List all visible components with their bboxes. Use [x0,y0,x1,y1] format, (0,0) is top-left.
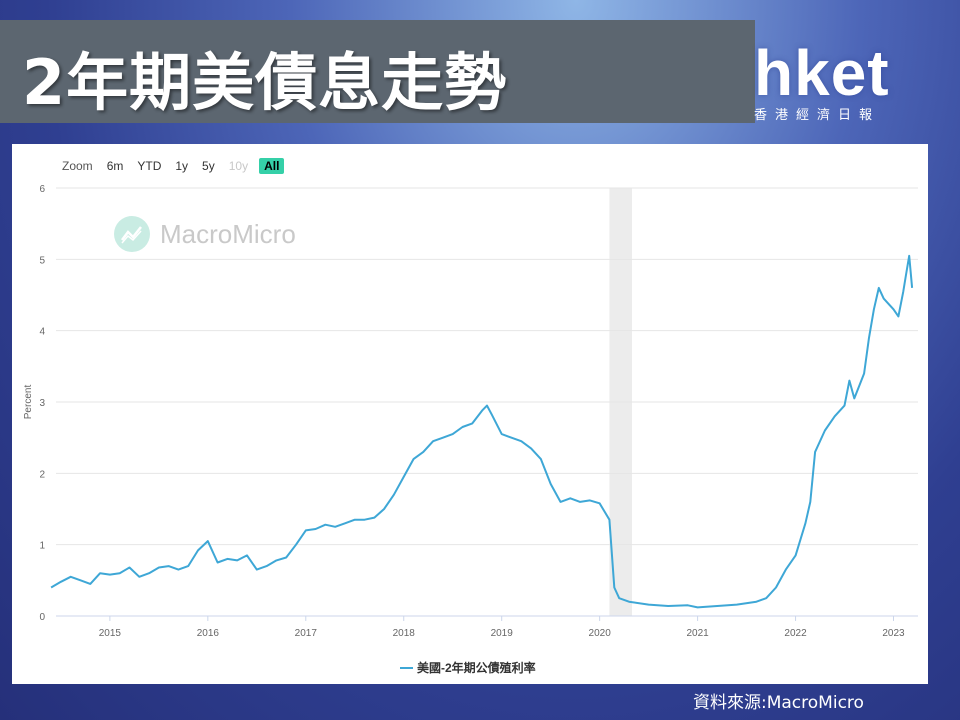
logo-word: hket [754,37,890,109]
source-note: 資料來源:MacroMicro [693,693,864,713]
chart-panel: Zoom 6m YTD 1y 5y 10y All MacroMicro 0 1 2… [12,144,928,684]
legend[interactable]: 美國-2年期公債殖利率 [400,660,536,675]
x-tick-label: 2017 [295,628,318,639]
watermark-text: MacroMicro [160,218,296,249]
x-tick-label: 2018 [393,628,416,639]
x-tick-label: 2019 [491,628,514,639]
zoom-selector: Zoom 6m YTD 1y 5y 10y All [59,157,285,175]
zoom-button-6m[interactable]: 6m [106,159,124,173]
x-tick-label: 2015 [99,628,122,639]
zoom-button-all[interactable]: All [259,158,285,174]
logo-subtitle: 香港經濟日報 [754,108,881,123]
x-tick-label: 2023 [882,628,905,639]
macromicro-watermark: MacroMicro [114,216,296,252]
hket-logo: hket 香港經濟日報 [754,20,960,130]
y-axis-label: Percent [23,385,34,420]
page-title: 2年期美債息走勢 [22,46,508,119]
y-tick-label: 5 [39,255,45,266]
y-tick-label: 0 [39,612,45,623]
zoom-button-1y[interactable]: 1y [175,159,189,173]
zoom-label: Zoom [62,159,93,173]
zoom-button-ytd[interactable]: YTD [137,159,162,173]
zoom-button-10y: 10y [228,159,249,173]
macromicro-logo-icon [114,216,150,252]
x-tick-label: 2020 [589,628,612,639]
series-line [50,254,914,609]
yield-chart: 0 1 2 3 4 5 6 2015 2016 2017 2018 2019 2020 2021 2022… [23,184,918,675]
y-tick-label: 3 [39,398,45,409]
x-tick-label: 2022 [784,628,807,639]
x-tick-label: 2021 [686,628,709,639]
legend-label: 美國-2年期公債殖利率 [417,660,536,675]
y-tick-label: 1 [39,541,45,552]
y-tick-label: 4 [39,327,45,338]
y-tick-label: 6 [39,184,45,195]
x-tick-label: 2016 [197,628,220,639]
title-banner: 2年期美債息走勢 [0,20,755,123]
zoom-button-5y[interactable]: 5y [202,159,215,173]
y-tick-label: 2 [39,469,45,480]
